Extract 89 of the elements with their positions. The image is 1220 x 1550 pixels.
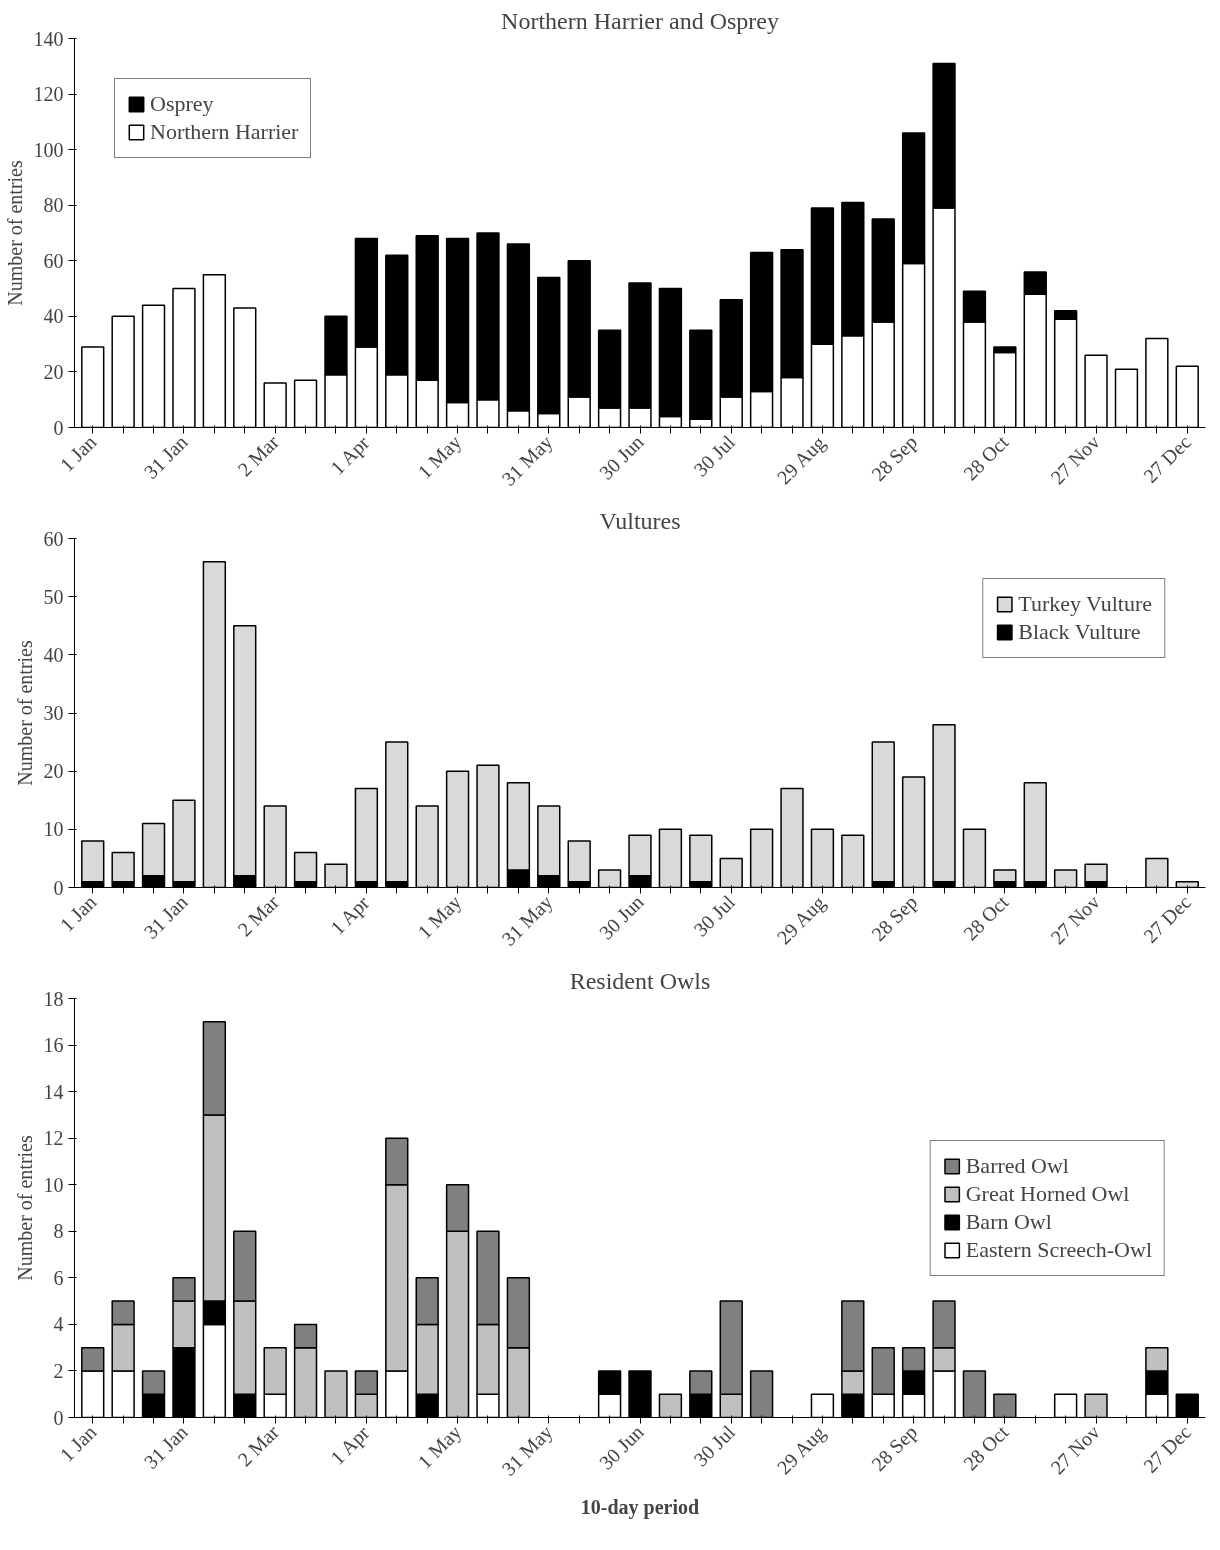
x-tick-label: 28 Sep <box>866 430 923 486</box>
x-tick-label: 27 Dec <box>1139 1420 1196 1477</box>
y-tick-label: 0 <box>53 416 64 439</box>
x-tick-label: 1 Apr <box>325 1421 375 1470</box>
y-axis-title: Number of entries <box>13 640 36 786</box>
y-tick-label: 50 <box>43 585 64 608</box>
x-tick-label: 27 Dec <box>1139 430 1196 487</box>
y-tick-label: 60 <box>43 527 64 550</box>
legend-label: Barn Owl <box>965 1208 1052 1235</box>
x-tick-label: 29 Aug <box>772 1421 831 1479</box>
bar <box>111 851 135 883</box>
y-tick-label: 40 <box>43 305 64 328</box>
x-tick-label: 28 Oct <box>958 890 1013 945</box>
x-tick-label: 29 Aug <box>772 431 831 489</box>
y-tick-label: 10 <box>43 818 64 841</box>
y-tick-label: 20 <box>43 360 64 383</box>
chart-title: Resident Owls <box>569 967 711 994</box>
x-tick-label: 30 Jun <box>594 1420 648 1474</box>
legend-label: Black Vulture <box>1018 619 1141 645</box>
y-tick-label: 6 <box>53 1266 64 1289</box>
bar <box>81 840 105 883</box>
x-tick-label: 28 Oct <box>958 1420 1013 1475</box>
legend-label: Barred Owl <box>965 1152 1069 1179</box>
bar <box>993 869 1017 883</box>
bar <box>689 834 713 883</box>
x-tick-label: 2 Mar <box>233 430 284 481</box>
x-tick-label: 27 Nov <box>1046 890 1104 949</box>
y-tick-label: 16 <box>43 1034 64 1057</box>
x-axis-title: 10-day period <box>580 1495 700 1519</box>
x-tick-label: 28 Sep <box>866 890 923 946</box>
y-tick-label: 0 <box>53 876 64 899</box>
x-tick-label: 1 May <box>413 890 467 944</box>
y-tick-label: 60 <box>43 249 64 272</box>
x-tick-label: 31 Jan <box>139 1420 192 1473</box>
y-tick-label: 4 <box>53 1313 64 1336</box>
bar <box>1084 863 1108 883</box>
bar <box>172 799 196 883</box>
y-tick-label: 14 <box>43 1080 64 1103</box>
y-tick-label: 40 <box>43 643 64 666</box>
y-tick-label: 0 <box>53 1406 64 1429</box>
legend-label: Osprey <box>150 91 214 117</box>
x-tick-label: 1 May <box>413 1420 467 1474</box>
bar <box>385 741 409 883</box>
y-tick-label: 10 <box>43 1173 64 1196</box>
y-tick-label: 20 <box>43 760 64 783</box>
chart-title: Vultures <box>599 507 681 534</box>
y-tick-label: 80 <box>43 194 64 217</box>
x-tick-label: 27 Nov <box>1046 1420 1104 1479</box>
y-axis-title: Number of entries <box>13 1135 36 1281</box>
x-tick-label: 1 May <box>413 430 467 484</box>
x-tick-label: 28 Oct <box>958 430 1013 485</box>
legend-label: Eastern Screech-Owl <box>965 1236 1152 1263</box>
x-tick-label: 1 Apr <box>325 431 375 480</box>
x-tick-label: 31 May <box>497 1420 558 1481</box>
y-tick-label: 8 <box>53 1220 64 1243</box>
bar <box>567 840 591 883</box>
x-tick-label: 31 Jan <box>139 430 192 483</box>
x-tick-label: 2 Mar <box>233 890 284 941</box>
x-tick-label: 31 May <box>497 890 558 951</box>
x-tick-label: 30 Jul <box>689 890 740 941</box>
bar <box>932 723 956 883</box>
x-tick-label: 2 Mar <box>233 1420 284 1471</box>
bar <box>293 851 318 883</box>
y-tick-label: 18 <box>43 987 64 1010</box>
bar <box>871 741 895 883</box>
y-tick-label: 2 <box>53 1359 64 1382</box>
x-tick-label: 28 Sep <box>866 1420 923 1476</box>
y-axis-title: Number of entries <box>3 160 26 306</box>
legend-label: Northern Harrier <box>150 119 299 145</box>
legend-label: Great Horned Owl <box>965 1180 1130 1207</box>
y-tick-label: 140 <box>33 27 64 50</box>
x-tick-label: 31 Jan <box>139 890 192 943</box>
bar <box>1023 782 1047 883</box>
chart-title: Northern Harrier and Osprey <box>501 7 779 34</box>
x-tick-label: 1 Apr <box>325 891 375 940</box>
y-tick-label: 120 <box>33 83 64 106</box>
x-tick-label: 30 Jun <box>594 890 648 944</box>
x-tick-label: 30 Jul <box>689 1420 740 1471</box>
y-tick-label: 12 <box>43 1127 64 1150</box>
y-tick-label: 30 <box>43 702 64 724</box>
x-tick-label: 27 Dec <box>1139 890 1196 947</box>
y-tick-label: 100 <box>33 138 64 161</box>
x-tick-label: 29 Aug <box>772 891 831 949</box>
x-tick-label: 30 Jun <box>594 430 648 484</box>
x-tick-label: 27 Nov <box>1046 430 1104 489</box>
x-tick-label: 31 May <box>497 430 558 491</box>
bar <box>354 787 379 883</box>
legend-label: Turkey Vulture <box>1018 591 1152 617</box>
x-tick-label: 30 Jul <box>689 430 740 481</box>
